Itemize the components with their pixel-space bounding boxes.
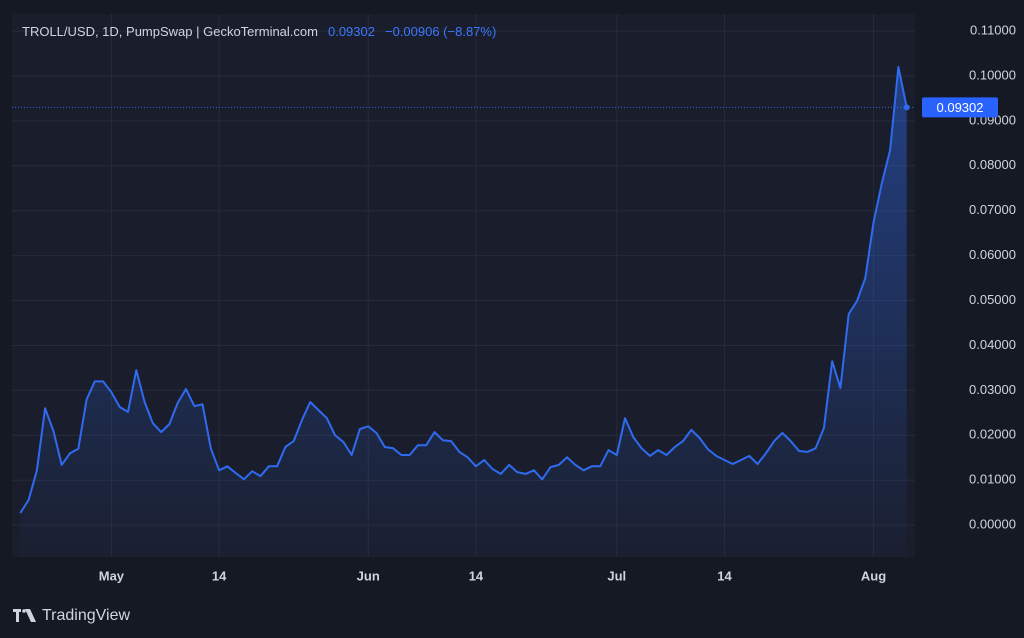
y-tick-label: 0.07000 — [969, 202, 1016, 217]
y-tick-label: 0.08000 — [969, 157, 1016, 172]
x-tick-label: 14 — [212, 568, 227, 583]
x-tick-label: Jun — [357, 568, 380, 583]
brand: TradingView — [42, 607, 130, 624]
y-tick-label: 0.00000 — [969, 517, 1016, 532]
header: TROLL/USD, 1D, PumpSwap | GeckoTerminal.… — [22, 24, 496, 39]
y-tick-label: 0.03000 — [969, 382, 1016, 397]
y-tick-label: 0.11000 — [970, 23, 1016, 38]
y-tick-label: 0.04000 — [969, 337, 1016, 352]
last-point — [904, 104, 910, 110]
chart-title: TROLL/USD, 1D, PumpSwap | GeckoTerminal.… — [22, 24, 318, 39]
change: −0.00906 (−8.87%) — [385, 24, 496, 39]
price: 0.09302 — [328, 24, 375, 39]
y-tick-label: 0.02000 — [969, 427, 1016, 442]
y-tick-label: 0.10000 — [969, 67, 1016, 82]
y-tick-label: 0.06000 — [969, 247, 1016, 262]
y-tick-label: 0.05000 — [969, 292, 1016, 307]
x-tick-label: 14 — [469, 568, 484, 583]
x-tick-label: 14 — [717, 568, 732, 583]
x-tick-label: Jul — [607, 568, 626, 583]
price-badge-label: 0.09302 — [937, 100, 984, 115]
x-tick-label: Aug — [861, 568, 886, 583]
y-tick-label: 0.01000 — [969, 472, 1016, 487]
x-tick-label: May — [99, 568, 125, 583]
